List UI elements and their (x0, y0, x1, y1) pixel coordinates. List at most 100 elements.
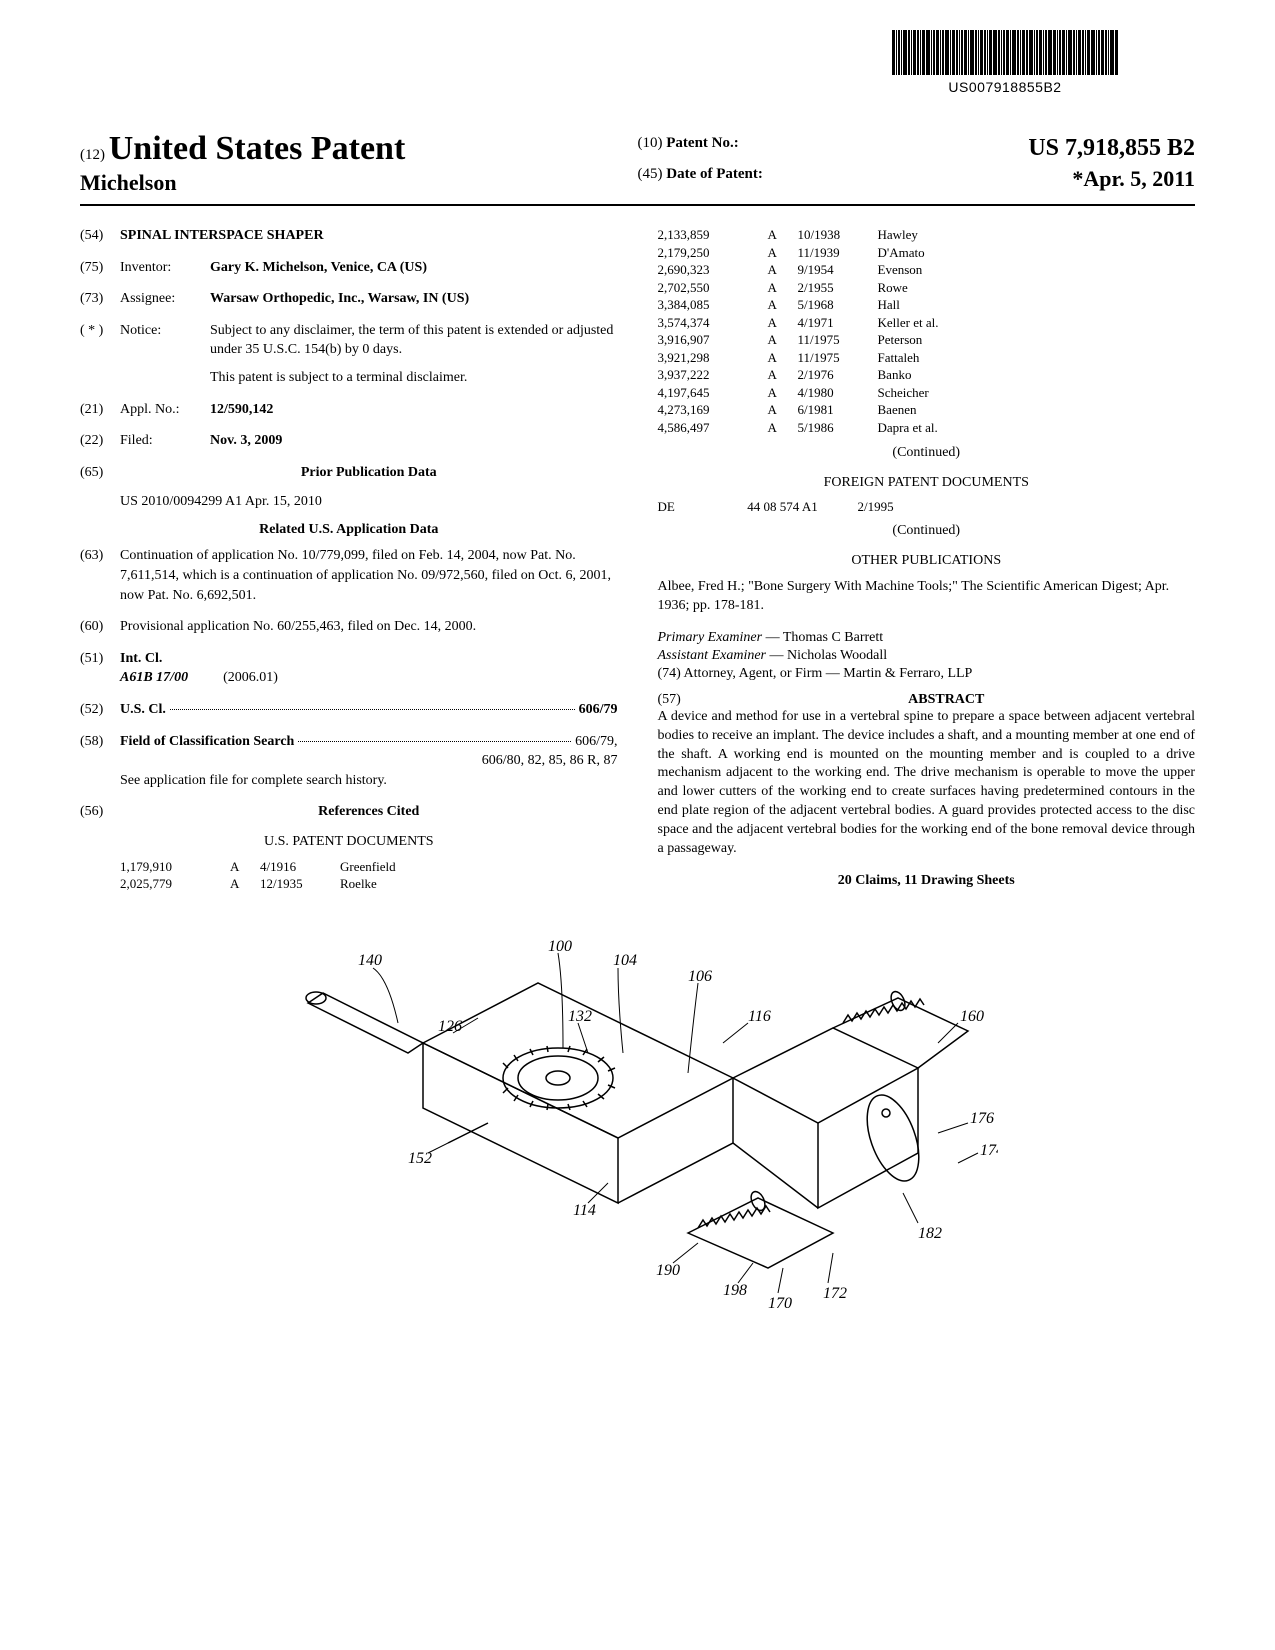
ref-date: 11/1975 (798, 349, 878, 367)
inventor-label: Inventor: (120, 258, 210, 278)
ref-row: 3,916,907A11/1975Peterson (658, 331, 1196, 349)
intcl-code: (51) (80, 649, 120, 688)
header-row: (12) United States Patent Michelson (10)… (80, 130, 1195, 206)
fig-label-104: 104 (613, 952, 637, 969)
assignee-code: (73) (80, 289, 120, 309)
applno-row: (21) Appl. No.: 12/590,142 (80, 400, 618, 420)
priorpub-code: (65) (80, 463, 120, 483)
fig-label-114: 114 (573, 1202, 596, 1219)
related-heading: Related U.S. Application Data (80, 522, 618, 538)
ref-date: 9/1954 (798, 261, 878, 279)
abstract-code: (57) (658, 692, 698, 708)
ref-type: A (768, 366, 798, 384)
filed-value: Nov. 3, 2009 (210, 431, 618, 451)
applno-value: 12/590,142 (210, 400, 618, 420)
ref-row: 3,937,222A2/1976Banko (658, 366, 1196, 384)
notice-p2: This patent is subject to a terminal dis… (210, 368, 618, 388)
ref-row: 1,179,910A4/1916Greenfield (120, 858, 618, 876)
ref-num: 2,702,550 (658, 279, 768, 297)
ref-num: 1,179,910 (120, 858, 230, 876)
ref-name: Fattaleh (878, 349, 1196, 367)
fig-label-116: 116 (748, 1008, 771, 1025)
title-code: (54) (80, 226, 120, 246)
ref-name: Hall (878, 296, 1196, 314)
ref-date: 4/1971 (798, 314, 878, 332)
patent-no-code: (10) (638, 135, 663, 162)
attorney-row: (74) Attorney, Agent, or Firm — Martin &… (658, 666, 1196, 682)
assistant-examiner-label: Assistant Examiner (658, 648, 767, 663)
filed-row: (22) Filed: Nov. 3, 2009 (80, 431, 618, 451)
foreign-row: DE44 08 574 A12/1995 (658, 499, 1196, 515)
ref-date: 10/1938 (798, 226, 878, 244)
uscl-value: 606/79 (579, 700, 618, 720)
ref-num: 3,916,907 (658, 331, 768, 349)
inventor-value: Gary K. Michelson, Venice, CA (US) (210, 260, 427, 275)
ref-type: A (768, 296, 798, 314)
assistant-examiner-row: Assistant Examiner — Nicholas Woodall (658, 648, 1196, 664)
refs-table-right: 2,133,859A10/1938Hawley2,179,250A11/1939… (658, 226, 1196, 437)
fig-label-182: 182 (918, 1225, 942, 1242)
fig-label-190: 190 (656, 1262, 680, 1279)
intcl-year: (2006.01) (223, 670, 278, 685)
ref-date: 2/1976 (798, 366, 878, 384)
related63-code: (63) (80, 546, 120, 605)
header-code: (12) (80, 147, 105, 163)
filed-label: Filed: (120, 431, 210, 451)
attorney-label: (74) Attorney, Agent, or Firm (658, 666, 823, 681)
ref-row: 2,690,323A9/1954Evenson (658, 261, 1196, 279)
fig-label-132: 132 (568, 1008, 592, 1025)
intcl-class: A61B 17/00 (120, 670, 188, 685)
continued-2: (Continued) (658, 523, 1196, 539)
ref-date: 11/1939 (798, 244, 878, 262)
ref-type: A (768, 226, 798, 244)
notice-row: ( * ) Notice: Subject to any disclaimer,… (80, 321, 618, 388)
attorney-value: — Martin & Ferraro, LLP (822, 666, 972, 681)
ref-name: Evenson (878, 261, 1196, 279)
fig-label-152: 152 (408, 1150, 432, 1167)
other-pub-text: Albee, Fred H.; "Bone Surgery With Machi… (658, 577, 1196, 616)
ref-date: 11/1975 (798, 331, 878, 349)
abstract-heading: ABSTRACT (698, 692, 1196, 708)
ref-type: A (768, 384, 798, 402)
barcode-region: US007918855B2 (815, 30, 1195, 95)
header-right: (10) Patent No.: US 7,918,855 B2 (45) Da… (638, 135, 1196, 196)
filed-code: (22) (80, 431, 120, 451)
ref-row: 3,384,085A5/1968Hall (658, 296, 1196, 314)
inventor-code: (75) (80, 258, 120, 278)
ref-type: A (768, 401, 798, 419)
fig-label-100: 100 (548, 938, 572, 955)
ref-num: 2,025,779 (120, 875, 230, 893)
uscl-label: U.S. Cl. (120, 700, 166, 720)
notice-p1: Subject to any disclaimer, the term of t… (210, 321, 618, 360)
fieldsearch-v1: 606/79, (575, 732, 617, 752)
ref-row: 2,179,250A11/1939D'Amato (658, 244, 1196, 262)
ref-num: 3,384,085 (658, 296, 768, 314)
patent-no-value: US 7,918,855 B2 (1028, 135, 1195, 162)
foreign-rows: DE44 08 574 A12/1995 (658, 499, 1196, 515)
assignee-label: Assignee: (120, 289, 210, 309)
ref-row: 4,586,497A5/1986Dapra et al. (658, 419, 1196, 437)
inventor-row: (75) Inventor: Gary K. Michelson, Venice… (80, 258, 618, 278)
title-row: (54) SPINAL INTERSPACE SHAPER (80, 226, 618, 246)
ref-row: 3,574,374A4/1971Keller et al. (658, 314, 1196, 332)
fieldsearch-note: See application file for complete search… (120, 771, 618, 791)
ref-type: A (230, 875, 260, 893)
refscited-heading: References Cited (120, 802, 618, 822)
ref-date: 6/1981 (798, 401, 878, 419)
fig-label-170: 170 (768, 1295, 792, 1312)
priorpub-line: US 2010/0094299 A1 Apr. 15, 2010 (120, 494, 618, 510)
title-value: SPINAL INTERSPACE SHAPER (120, 226, 618, 246)
assistant-examiner-value: — Nicholas Woodall (766, 648, 887, 663)
ref-num: 3,937,222 (658, 366, 768, 384)
notice-label: Notice: (120, 321, 210, 388)
priorpub-row: (65) Prior Publication Data (80, 463, 618, 483)
left-column: (54) SPINAL INTERSPACE SHAPER (75) Inven… (80, 226, 618, 893)
ref-num: 3,574,374 (658, 314, 768, 332)
ref-name: Roelke (340, 875, 618, 893)
ref-type: A (768, 419, 798, 437)
ref-row: 2,702,550A2/1955Rowe (658, 279, 1196, 297)
fieldsearch-code: (58) (80, 732, 120, 791)
ref-num: 4,273,169 (658, 401, 768, 419)
abstract-heading-row: (57) ABSTRACT (658, 692, 1196, 708)
fieldsearch-label: Field of Classification Search (120, 732, 294, 752)
